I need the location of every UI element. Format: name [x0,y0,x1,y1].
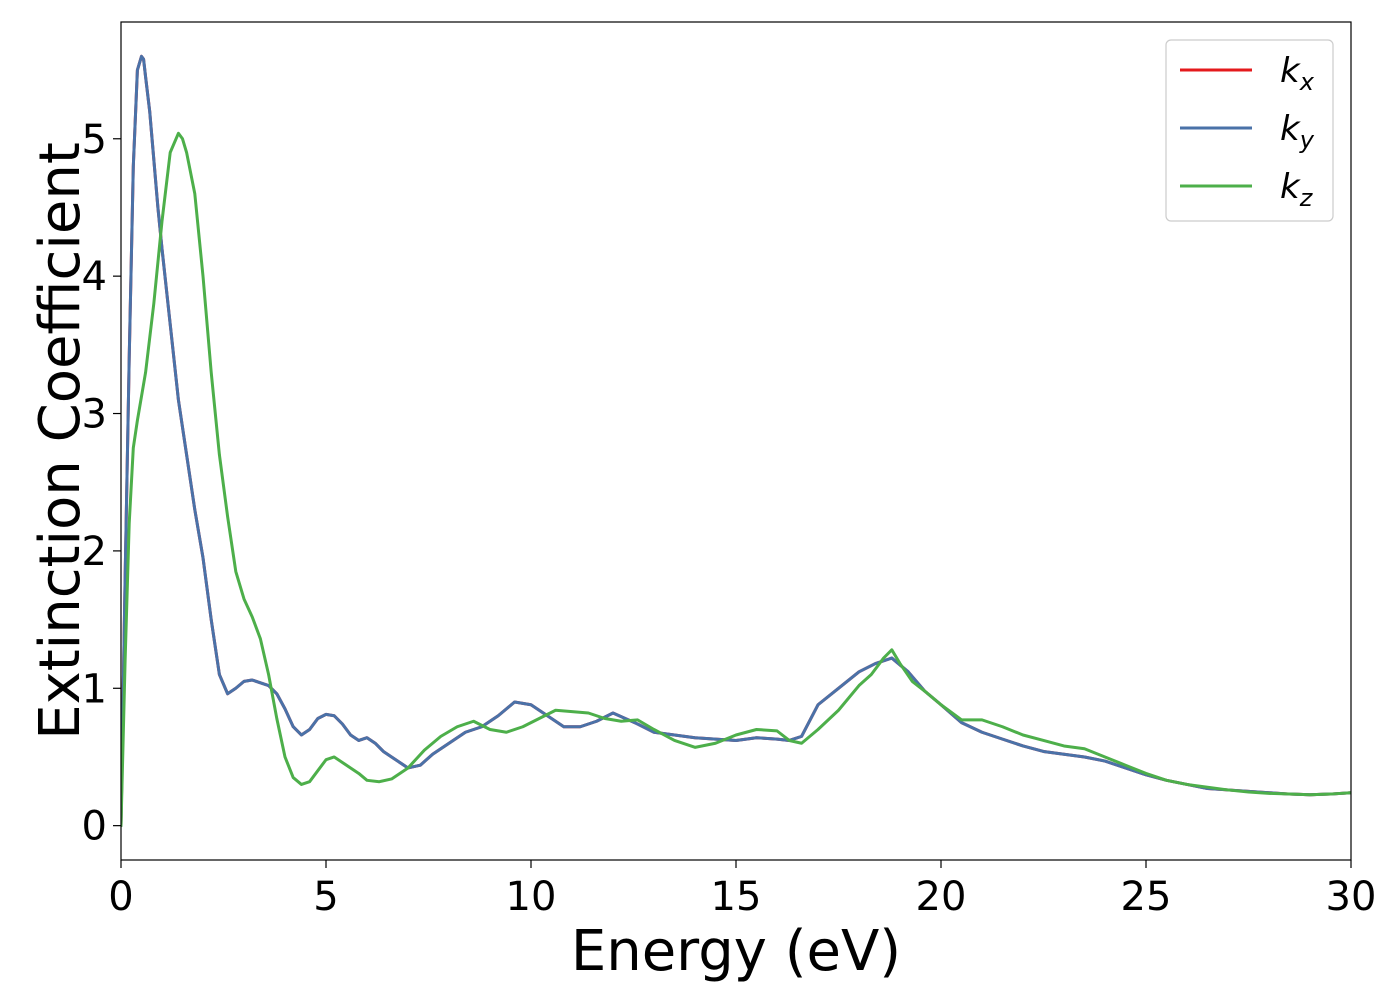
x-tick-label: 25 [1121,874,1172,920]
legend: kx ky kz [1165,39,1334,222]
series-line-ky [121,54,1351,828]
y-tick-label: 5 [82,117,107,163]
y-tick-label: 2 [82,529,107,575]
series-layer [121,54,1351,828]
plot-area [121,22,1351,860]
x-tick-label: 5 [313,874,338,920]
y-tick-label: 3 [82,392,107,438]
x-tick-label: 20 [916,874,967,920]
x-tick-label: 10 [506,874,557,920]
axes-layer: 0 5 10 15 20 25 30 0 1 2 3 4 5 [82,21,1377,920]
x-tick-label: 0 [108,874,133,920]
legend-label-kx: kx [1280,51,1315,96]
y-tick-label: 0 [82,804,107,850]
plot-background [121,22,1351,860]
x-tick-label: 15 [711,874,762,920]
y-tick-label: 4 [82,254,107,300]
legend-label-kz: kz [1280,167,1314,212]
series-line-kz [121,131,1351,828]
x-tick-label: 30 [1326,874,1377,920]
y-axis-label: Extinction Coefficient [28,142,93,740]
legend-label-ky: ky [1280,109,1315,154]
legend-box [1165,39,1334,222]
y-tick-label: 1 [82,666,107,712]
x-axis-label: Energy (eV) [571,919,901,984]
